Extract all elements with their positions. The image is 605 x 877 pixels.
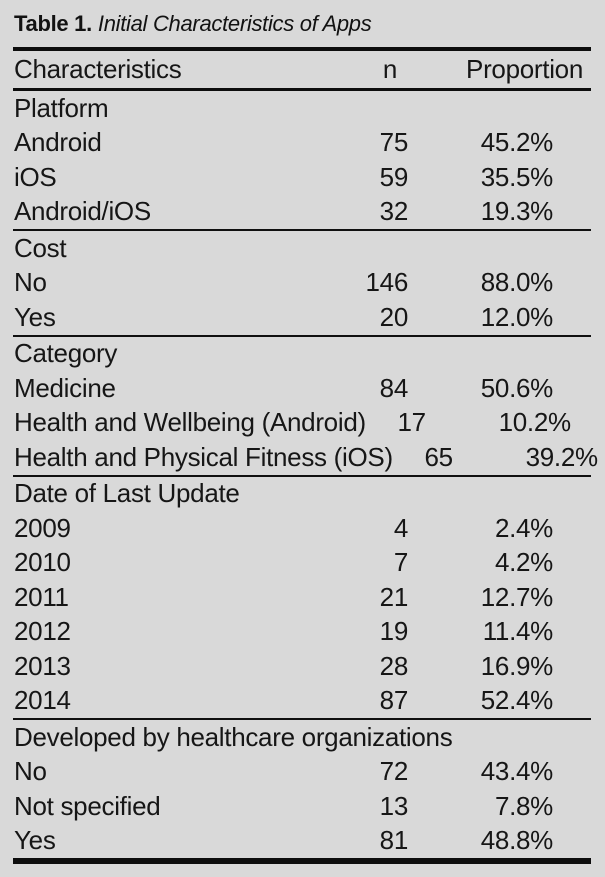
table-row: 2012 19 11.4% (13, 615, 591, 650)
row-label: Yes (14, 301, 56, 332)
row-n-value: 4 (393, 512, 408, 543)
table-row: Health and Wellbeing (Android) 17 10.2% (13, 406, 591, 441)
row-n-value: 146 (365, 267, 409, 298)
table-row: 2011 21 12.7% (13, 580, 591, 615)
row-n-value: 32 (379, 196, 409, 227)
table-row: Yes 20 12.0% (13, 300, 591, 335)
table-number-label: Table 1. (14, 11, 92, 36)
row-label: 2009 (14, 512, 71, 543)
table-section: Category Medicine 84 50.6% Health and We… (13, 337, 598, 477)
row-n-value: 20 (379, 301, 409, 332)
row-label: 2011 (14, 581, 69, 612)
table-section: Date of Last Update 2009 4 2.4% 2010 7 4… (13, 477, 591, 720)
row-label: No (14, 756, 47, 787)
row-n-value: 81 (379, 825, 409, 856)
column-header-characteristics: Characteristics (14, 54, 182, 84)
row-proportion-value: 7.8% (494, 790, 553, 821)
table-row: Yes 81 48.8% (13, 824, 591, 859)
row-n-value: 13 (379, 790, 409, 821)
column-header-n: n (382, 54, 397, 84)
row-n-value: 75 (379, 127, 409, 158)
table-row: Medicine 84 50.6% (13, 371, 591, 406)
table-row: Android 75 45.2% (13, 126, 591, 161)
table-section: Cost No 146 88.0% Yes 20 12.0% (13, 231, 591, 337)
row-proportion-value: 50.6% (480, 372, 554, 403)
row-proportion-value: 52.4% (480, 685, 554, 716)
row-n-value: 7 (393, 547, 408, 578)
row-n-value: 17 (397, 407, 427, 438)
section-header-label: Developed by healthcare organizations (14, 721, 453, 752)
row-label: Android/iOS (14, 196, 151, 227)
table-row: No 72 43.4% (13, 755, 591, 790)
row-label: 2013 (14, 650, 71, 681)
table-row: 2014 87 52.4% (13, 684, 591, 719)
table-section: Platform Android 75 45.2% iOS 59 35.5% A… (13, 91, 591, 231)
section-header-row: Date of Last Update (13, 477, 591, 512)
row-label: No (14, 267, 47, 298)
row-proportion-value: 10.2% (498, 407, 572, 438)
row-proportion-value: 35.5% (480, 161, 554, 192)
table-row: Android/iOS 32 19.3% (13, 195, 591, 230)
row-label: Yes (14, 825, 56, 856)
row-proportion-value: 11.4% (482, 616, 554, 647)
row-label: 2010 (14, 547, 71, 578)
row-proportion-value: 88.0% (480, 267, 554, 298)
row-n-value: 84 (379, 372, 409, 403)
row-proportion-value: 16.9% (480, 650, 554, 681)
row-n-value: 87 (379, 685, 409, 716)
row-label: 2012 (14, 616, 71, 647)
row-proportion-value: 2.4% (494, 512, 553, 543)
table-row: 2010 7 4.2% (13, 546, 591, 581)
row-label: Medicine (14, 372, 116, 403)
row-proportion-value: 19.3% (480, 196, 554, 227)
table-row: Health and Physical Fitness (iOS) 65 39.… (13, 440, 598, 475)
table-row: 2009 4 2.4% (13, 511, 591, 546)
table-row: Not specified 13 7.8% (13, 789, 591, 824)
row-label: Android (14, 127, 102, 158)
row-n-value: 72 (379, 756, 409, 787)
table-row: 2013 28 16.9% (13, 649, 591, 684)
table-header-row: Characteristics n Proportion (13, 47, 591, 91)
table-row: iOS 59 35.5% (13, 160, 591, 195)
row-label: Health and Physical Fitness (iOS) (14, 441, 393, 472)
row-proportion-value: 12.0% (480, 301, 554, 332)
row-label: iOS (14, 161, 57, 192)
section-header-label: Date of Last Update (14, 478, 240, 509)
row-proportion-value: 12.7% (480, 581, 554, 612)
section-header-label: Platform (14, 92, 109, 123)
section-header-row: Developed by healthcare organizations (13, 720, 591, 755)
row-n-value: 28 (379, 650, 409, 681)
section-header-row: Platform (13, 91, 591, 126)
section-header-label: Category (14, 338, 118, 369)
table-caption-text: Initial Characteristics of Apps (97, 11, 372, 36)
table-caption: Table 1. Initial Characteristics of Apps (14, 11, 372, 37)
row-proportion-value: 4.2% (494, 547, 553, 578)
row-n-value: 65 (424, 441, 453, 472)
table-body: Platform Android 75 45.2% iOS 59 35.5% A… (13, 91, 598, 864)
row-proportion-value: 39.2% (525, 441, 599, 472)
section-header-label: Cost (14, 232, 67, 263)
row-n-value: 21 (379, 581, 409, 612)
row-label: 2014 (14, 685, 71, 716)
row-n-value: 19 (379, 616, 409, 647)
row-proportion-value: 45.2% (480, 127, 554, 158)
column-header-proportion: Proportion (466, 54, 583, 84)
row-proportion-value: 48.8% (480, 825, 554, 856)
section-header-row: Category (13, 337, 591, 372)
table-section: Developed by healthcare organizations No… (13, 720, 591, 864)
table-row: No 146 88.0% (13, 266, 591, 301)
row-proportion-value: 43.4% (480, 756, 554, 787)
row-label: Health and Wellbeing (Android) (14, 407, 366, 438)
row-n-value: 59 (379, 161, 409, 192)
row-label: Not specified (14, 790, 161, 821)
characteristics-table: Characteristics n Proportion Platform An… (13, 47, 598, 864)
section-header-row: Cost (13, 231, 591, 266)
